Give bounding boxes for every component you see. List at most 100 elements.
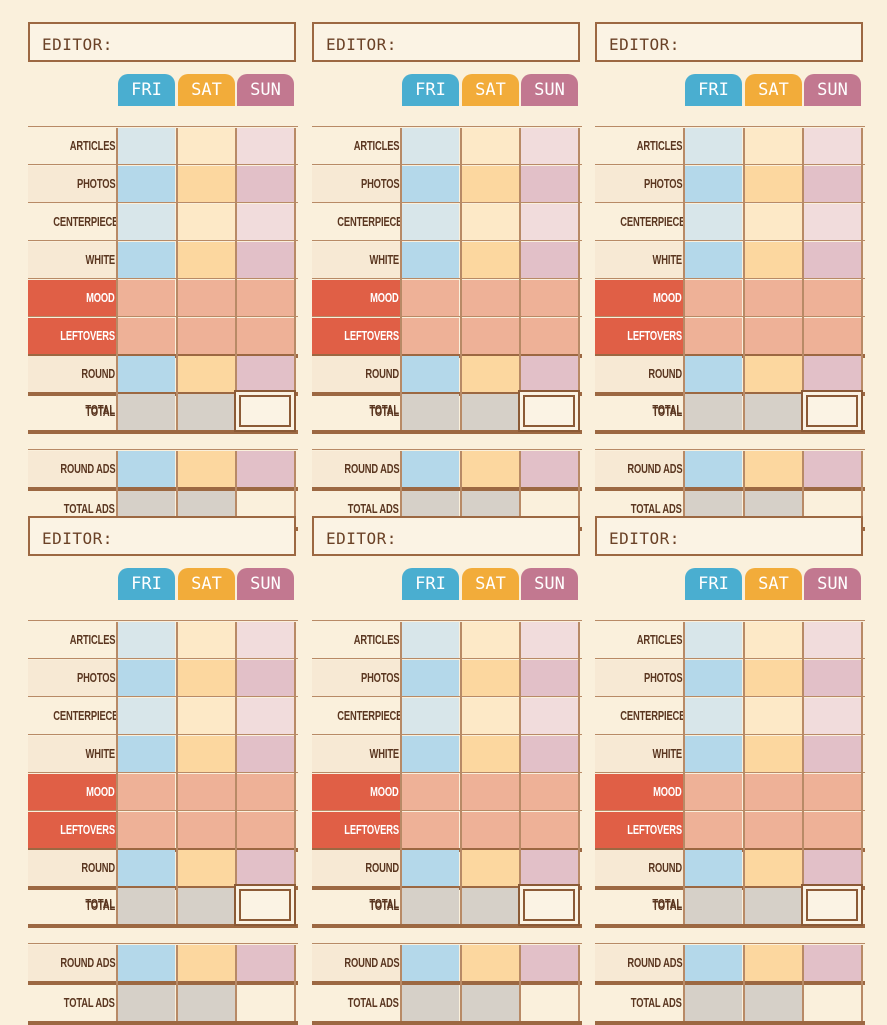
score-cell-sun[interactable]: [804, 850, 861, 886]
score-cell-fri[interactable]: [402, 394, 459, 430]
editor-field[interactable]: EDITOR:: [28, 22, 296, 62]
score-cell-sat[interactable]: [462, 698, 519, 734]
score-cell-sat[interactable]: [462, 888, 519, 924]
score-cell-fri[interactable]: [685, 204, 742, 240]
score-cell-fri[interactable]: [402, 660, 459, 696]
score-cell-sun[interactable]: [521, 850, 578, 886]
score-cell-sat[interactable]: [462, 812, 519, 848]
score-cell-sun[interactable]: [804, 166, 861, 202]
grand-total-box[interactable]: [801, 390, 863, 432]
score-cell-sat[interactable]: [745, 698, 802, 734]
score-cell-sat[interactable]: [745, 128, 802, 164]
score-cell-sat[interactable]: [178, 166, 235, 202]
score-cell-sat[interactable]: [745, 204, 802, 240]
score-cell-fri[interactable]: [402, 166, 459, 202]
score-cell-sun[interactable]: [237, 736, 294, 772]
score-cell-sat[interactable]: [745, 451, 802, 487]
score-cell-fri[interactable]: [685, 698, 742, 734]
editor-field[interactable]: EDITOR:: [595, 516, 863, 556]
score-cell-sat[interactable]: [178, 394, 235, 430]
score-cell-sun[interactable]: [237, 356, 294, 392]
score-cell-sun[interactable]: [237, 166, 294, 202]
score-cell-fri[interactable]: [402, 736, 459, 772]
score-cell-sun[interactable]: [237, 812, 294, 848]
score-cell-sun[interactable]: [237, 451, 294, 487]
score-cell-sat[interactable]: [462, 451, 519, 487]
editor-field[interactable]: EDITOR:: [595, 22, 863, 62]
score-cell-sun[interactable]: [237, 774, 294, 810]
score-cell-sat[interactable]: [178, 812, 235, 848]
score-cell-sun[interactable]: [237, 622, 294, 658]
score-cell-sun[interactable]: [804, 774, 861, 810]
score-cell-fri[interactable]: [685, 888, 742, 924]
score-cell-fri[interactable]: [685, 736, 742, 772]
score-cell-sat[interactable]: [462, 622, 519, 658]
score-cell-sat[interactable]: [462, 242, 519, 278]
score-cell-fri[interactable]: [118, 128, 175, 164]
score-cell-sun[interactable]: [521, 356, 578, 392]
editor-field[interactable]: EDITOR:: [312, 516, 580, 556]
score-cell-sat[interactable]: [745, 850, 802, 886]
score-cell-sat[interactable]: [462, 204, 519, 240]
score-cell-sun[interactable]: [804, 242, 861, 278]
score-cell-fri[interactable]: [685, 356, 742, 392]
score-cell-fri[interactable]: [402, 622, 459, 658]
score-cell-sun[interactable]: [521, 622, 578, 658]
score-cell-sun[interactable]: [237, 318, 294, 354]
score-cell-fri[interactable]: [402, 318, 459, 354]
score-cell-sat[interactable]: [462, 356, 519, 392]
score-cell-fri[interactable]: [118, 945, 175, 981]
score-cell-sun[interactable]: [237, 850, 294, 886]
score-cell-sat[interactable]: [178, 356, 235, 392]
score-cell-sat[interactable]: [745, 945, 802, 981]
score-cell-fri[interactable]: [685, 166, 742, 202]
score-cell-sun[interactable]: [521, 166, 578, 202]
score-cell-fri[interactable]: [685, 128, 742, 164]
score-cell-fri[interactable]: [402, 242, 459, 278]
score-cell-sun[interactable]: [237, 945, 294, 981]
score-cell-sat[interactable]: [462, 850, 519, 886]
score-cell-sat[interactable]: [745, 812, 802, 848]
score-cell-fri[interactable]: [402, 945, 459, 981]
score-cell-sun[interactable]: [804, 128, 861, 164]
score-cell-fri[interactable]: [118, 850, 175, 886]
score-cell-fri[interactable]: [402, 204, 459, 240]
score-cell-fri[interactable]: [402, 356, 459, 392]
score-cell-sat[interactable]: [745, 622, 802, 658]
score-cell-fri[interactable]: [685, 945, 742, 981]
score-cell-fri[interactable]: [118, 242, 175, 278]
score-cell-fri[interactable]: [118, 985, 175, 1021]
score-cell-sat[interactable]: [178, 945, 235, 981]
score-cell-sat[interactable]: [462, 945, 519, 981]
score-cell-sun[interactable]: [237, 128, 294, 164]
score-cell-fri[interactable]: [402, 812, 459, 848]
score-cell-fri[interactable]: [118, 204, 175, 240]
score-cell-fri[interactable]: [402, 698, 459, 734]
score-cell-fri[interactable]: [685, 660, 742, 696]
score-cell-sun[interactable]: [521, 945, 578, 981]
score-cell-sat[interactable]: [178, 318, 235, 354]
score-cell-sun[interactable]: [804, 356, 861, 392]
score-cell-sat[interactable]: [462, 318, 519, 354]
score-cell-fri[interactable]: [685, 622, 742, 658]
score-cell-sun[interactable]: [804, 945, 861, 981]
score-cell-sat[interactable]: [462, 166, 519, 202]
score-cell-fri[interactable]: [685, 774, 742, 810]
score-cell-sat[interactable]: [178, 888, 235, 924]
score-cell-fri[interactable]: [685, 394, 742, 430]
score-cell-sat[interactable]: [745, 660, 802, 696]
score-cell-fri[interactable]: [118, 280, 175, 316]
score-cell-sun[interactable]: [804, 451, 861, 487]
score-cell-sun[interactable]: [804, 204, 861, 240]
score-cell-fri[interactable]: [118, 698, 175, 734]
score-cell-fri[interactable]: [402, 128, 459, 164]
score-cell-fri[interactable]: [118, 451, 175, 487]
score-cell-sun[interactable]: [804, 698, 861, 734]
grand-total-box[interactable]: [518, 390, 580, 432]
score-cell-fri[interactable]: [118, 888, 175, 924]
score-cell-sat[interactable]: [745, 774, 802, 810]
score-cell-sat[interactable]: [462, 774, 519, 810]
score-cell-sat[interactable]: [745, 242, 802, 278]
score-cell-fri[interactable]: [118, 812, 175, 848]
score-cell-sat[interactable]: [462, 280, 519, 316]
